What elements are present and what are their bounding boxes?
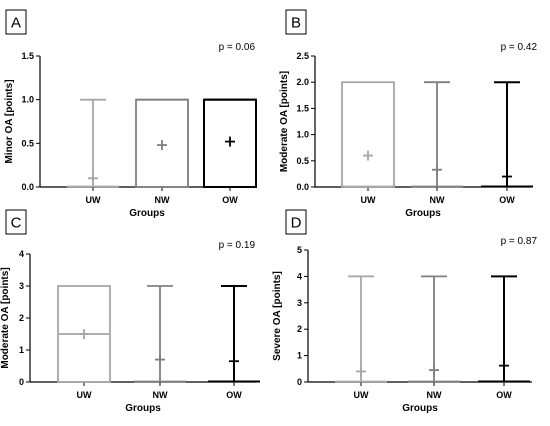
y-tick-label: 0.0 <box>296 182 309 192</box>
y-axis-label: Severe OA [points] <box>272 271 283 361</box>
x-tick-label-uw: UW <box>354 390 369 400</box>
y-tick-label: 0.0 <box>21 182 34 192</box>
y-tick-label: 0.5 <box>296 156 309 166</box>
y-tick-label: 1.0 <box>296 130 309 140</box>
panel-a: Ap = 0.06 0.0 0.5 1.0 1.5 Minor OA [points] UW… <box>4 9 257 219</box>
y-tick-label: 4 <box>19 249 24 259</box>
x-tick-label-nw: NW <box>153 390 168 400</box>
panel-letter: A <box>11 15 21 32</box>
box-nw <box>135 98 189 188</box>
x-tick-label-uw: UW <box>77 390 92 400</box>
x-axis-label: Groups <box>405 208 441 219</box>
y-tick-label: 2 <box>19 313 24 323</box>
box-uw <box>67 98 119 188</box>
y-axis-label: Minor OA [points] <box>4 79 15 163</box>
box-ow <box>208 285 260 383</box>
x-axis-label: Groups <box>125 403 161 414</box>
box-nw <box>411 81 463 188</box>
y-tick-label: 0 <box>297 377 302 387</box>
p-value-label: p = 0.42 <box>501 42 538 53</box>
box-nw <box>408 275 460 383</box>
y-tick-label: 3 <box>19 281 24 291</box>
y-tick-label: 2 <box>297 324 302 334</box>
x-tick-label-nw: NW <box>430 195 445 205</box>
panel-letter: D <box>291 215 302 232</box>
y-tick-label: 3 <box>297 298 302 308</box>
y-tick-label: 4 <box>297 271 302 281</box>
box-ow <box>203 98 257 188</box>
y-tick-label: 1 <box>297 351 302 361</box>
x-tick-label-uw: UW <box>86 195 101 205</box>
box-uw <box>341 81 395 188</box>
x-tick-label-ow: OW <box>226 390 242 400</box>
p-value-label: p = 0.06 <box>219 42 256 53</box>
panel-letter-box <box>5 209 27 235</box>
y-tick-label: 0.5 <box>21 138 34 148</box>
p-value-label: p = 0.19 <box>219 240 256 251</box>
box-uw <box>335 275 387 383</box>
box-ow <box>478 275 530 383</box>
y-tick-label: 2.5 <box>296 51 309 61</box>
x-tick-label-nw: NW <box>155 195 170 205</box>
panel-c: Cp = 0.19 0 1 2 3 4 Moderate OA [points] UW NW OW… <box>0 209 260 414</box>
panel-letter: C <box>11 215 22 232</box>
p-value-label: p = 0.87 <box>501 236 538 247</box>
box-nw <box>134 285 186 383</box>
y-tick-label: 1.5 <box>296 103 309 113</box>
y-tick-label: 1 <box>19 345 24 355</box>
box-rect <box>341 81 395 188</box>
x-tick-label-ow: OW <box>222 195 238 205</box>
y-tick-label: 1.0 <box>21 95 34 105</box>
y-axis-label: Moderate OA [points] <box>0 267 11 368</box>
y-axis-label: Moderate OA [points] <box>279 71 290 172</box>
panel-d: Dp = 0.87 0 1 2 3 4 5 Severe OA [points] UW NW OW G… <box>272 209 538 414</box>
panel-letter-box <box>285 9 307 35</box>
box-ow <box>481 81 533 188</box>
panel-letter-box <box>285 209 307 235</box>
x-tick-label-nw: NW <box>427 390 442 400</box>
x-axis-label: Groups <box>402 403 438 414</box>
x-tick-label-ow: OW <box>496 390 512 400</box>
panel-b: Bp = 0.42 0.0 0.5 1.0 1.5 2.0 2.5 Moderate OA [… <box>279 9 538 219</box>
x-tick-label-uw: UW <box>361 195 376 205</box>
y-tick-label: 0 <box>19 377 24 387</box>
x-axis-label: Groups <box>129 208 165 219</box>
panel-letter: B <box>291 15 301 32</box>
box-uw <box>57 285 111 383</box>
y-tick-label: 5 <box>297 245 302 255</box>
y-tick-label: 2.0 <box>296 77 309 87</box>
x-tick-label-ow: OW <box>499 195 515 205</box>
y-tick-label: 1.5 <box>21 51 34 61</box>
panel-letter-box <box>5 9 27 35</box>
